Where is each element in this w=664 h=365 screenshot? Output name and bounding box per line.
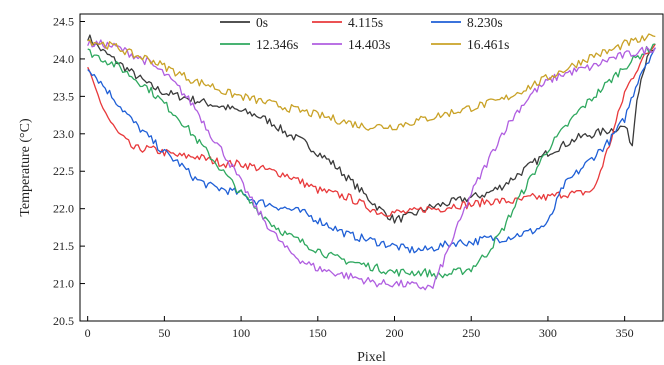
y-tick-label: 22.0: [53, 202, 74, 216]
legend-label: 0s: [256, 15, 268, 30]
legend-label: 4.115s: [348, 15, 383, 30]
x-tick-label: 300: [539, 326, 557, 340]
y-tick-label: 24.0: [53, 52, 74, 66]
x-tick-label: 0: [85, 326, 91, 340]
x-tick-label: 350: [616, 326, 634, 340]
plot-frame: [79, 13, 664, 322]
legend-label: 14.403s: [348, 37, 390, 52]
y-tick-label: 23.0: [53, 127, 74, 141]
y-tick-label: 21.5: [53, 239, 74, 253]
series-line-2: [87, 43, 656, 217]
ticks-layer: 0 50 100 150 200 250 300 350 20.5 21.0 21.5 22.0 22.…: [53, 14, 634, 340]
x-tick-label: 50: [158, 326, 170, 340]
y-axis-label: Temperature (°C): [18, 118, 33, 217]
legend-label: 12.346s: [256, 37, 298, 52]
x-tick-label: 150: [309, 326, 327, 340]
series-line-6: [87, 33, 656, 131]
series-layer: [87, 33, 656, 291]
y-tick-label: 20.5: [53, 314, 74, 328]
x-tick-label: 100: [232, 326, 250, 340]
series-line-3: [87, 47, 656, 254]
series-line-5: [87, 39, 656, 291]
y-tick-label: 24.5: [53, 14, 74, 28]
x-tick-label: 200: [386, 326, 404, 340]
series-line-4: [87, 43, 656, 280]
x-tick-label: 250: [462, 326, 480, 340]
y-tick-label: 21.0: [53, 277, 74, 291]
series-line-1: [87, 34, 656, 224]
legend-label: 16.461s: [467, 37, 509, 52]
legend: 0s 4.115s 8.230s 12.346s 14.403s 16.461s: [220, 15, 509, 52]
x-axis-label: Pixel: [357, 350, 386, 365]
y-tick-label: 23.5: [53, 89, 74, 103]
legend-label: 8.230s: [467, 15, 503, 30]
y-tick-label: 22.5: [53, 164, 74, 178]
